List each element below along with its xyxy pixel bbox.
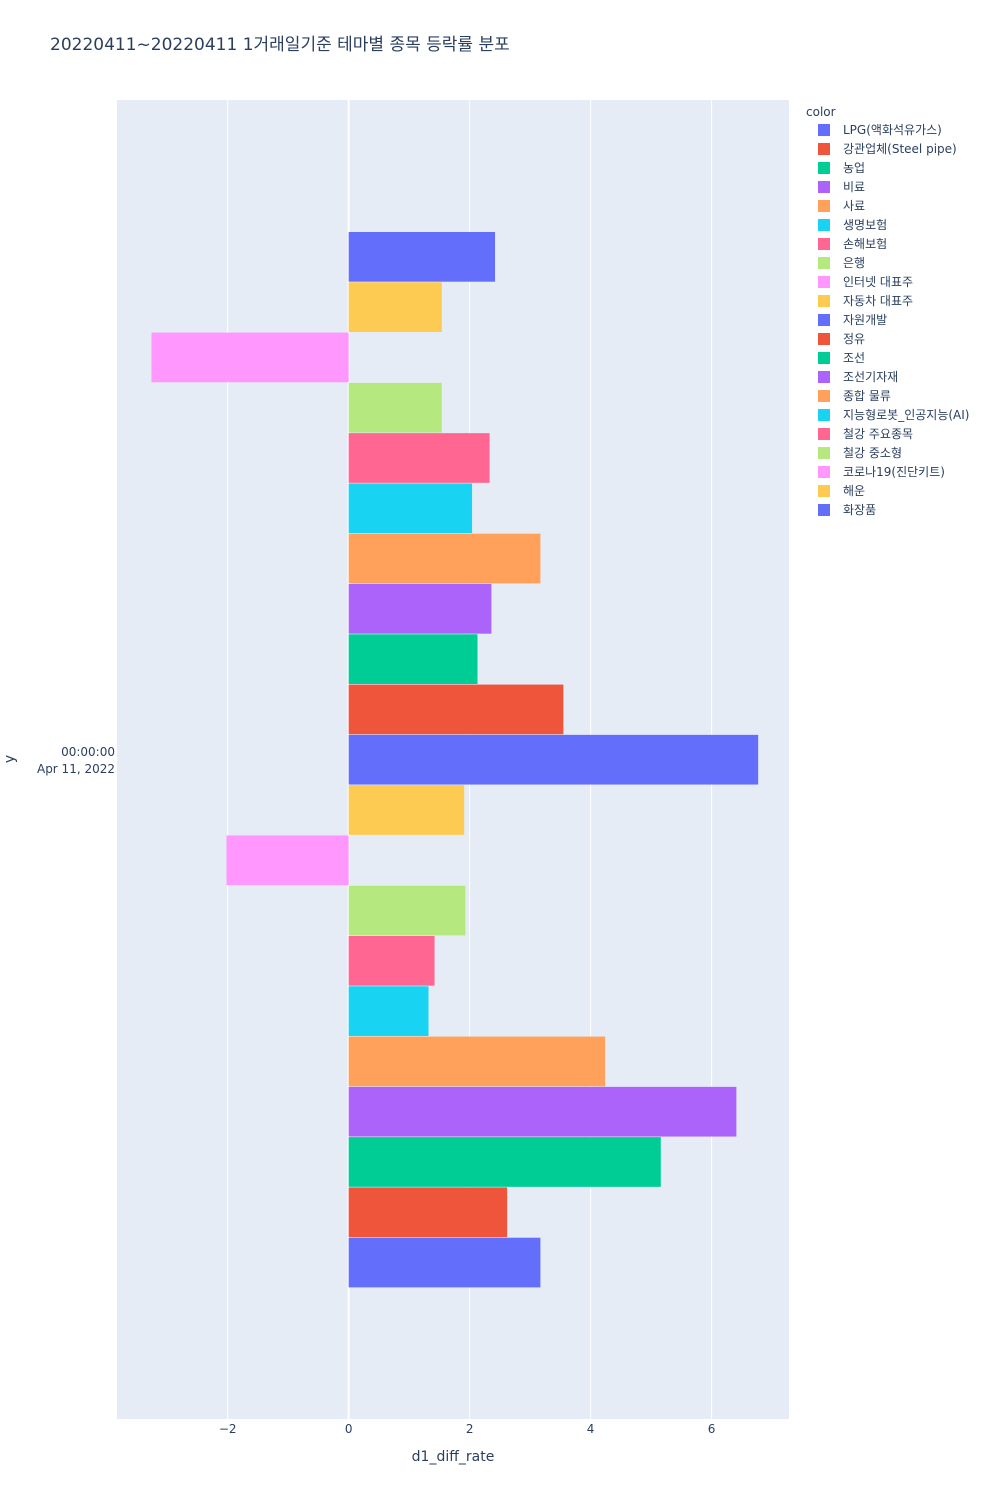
legend-label: 지능형로봇_인공지능(AI) (843, 408, 969, 422)
bar[interactable] (348, 483, 473, 534)
bar[interactable] (348, 1187, 508, 1238)
legend-swatch (818, 390, 830, 402)
legend-swatch (818, 257, 830, 269)
bars (151, 232, 759, 1288)
legend-item[interactable]: 조선기자재 (818, 370, 898, 384)
legend-item[interactable]: 비료 (818, 180, 865, 194)
legend-swatch (818, 276, 830, 288)
bar[interactable] (348, 785, 465, 835)
bar[interactable] (348, 533, 541, 584)
legend-swatch (818, 162, 830, 174)
legend-label: 조선 (843, 351, 865, 365)
legend-swatch (818, 295, 830, 307)
x-tick-label: −2 (219, 1422, 237, 1436)
legend-label: 종합 물류 (843, 389, 891, 403)
legend-item[interactable]: 생명보험 (818, 218, 887, 232)
legend-label: 자원개발 (843, 313, 887, 327)
legend-item[interactable]: 인터넷 대표주 (818, 275, 913, 289)
bar[interactable] (348, 734, 759, 785)
legend-swatch (818, 143, 830, 155)
bar[interactable] (348, 382, 442, 433)
legend-item[interactable]: 강관업체(Steel pipe) (818, 142, 957, 156)
legend-item[interactable]: 은행 (818, 255, 865, 270)
legend-swatch (818, 181, 830, 193)
legend-item[interactable]: 정유 (818, 332, 865, 346)
legend-label: 사료 (843, 199, 865, 213)
legend-item[interactable]: 농업 (818, 161, 865, 175)
legend-label: LPG(액화석유가스) (843, 123, 942, 137)
legend-swatch (818, 352, 830, 364)
legend-label: 생명보험 (843, 218, 887, 232)
legend-item[interactable]: 화장품 (818, 503, 876, 517)
y-tick-label-date: Apr 11, 2022 (37, 762, 115, 776)
legend-swatch (818, 466, 830, 478)
legend-title: color (806, 105, 836, 119)
legend-swatch (818, 409, 830, 421)
legend-item[interactable]: 손해보험 (818, 237, 887, 251)
legend[interactable]: LPG(액화석유가스) 강관업체(Steel pipe) 농업비료사료생명보험손해보… (818, 123, 969, 517)
bar[interactable] (226, 835, 349, 886)
bar[interactable] (348, 282, 442, 332)
legend-label: 화장품 (843, 503, 876, 517)
x-axis-title: d1_diff_rate (412, 1449, 495, 1465)
legend-swatch (818, 200, 830, 212)
legend-label: 철강 중소형 (843, 446, 902, 460)
legend-item[interactable]: 조선 (818, 351, 865, 365)
x-tick-label: 0 (345, 1422, 353, 1436)
legend-label: 조선기자재 (843, 370, 898, 384)
legend-swatch (818, 238, 830, 250)
legend-item[interactable]: 자원개발 (818, 313, 887, 327)
bar[interactable] (348, 1137, 661, 1187)
legend-swatch (818, 428, 830, 440)
chart-title: 20220411~20220411 1거래일기준 테마별 종목 등락률 분포 (50, 35, 510, 55)
bar[interactable] (151, 332, 349, 383)
legend-label: 자동차 대표주 (843, 294, 913, 308)
legend-label: 손해보험 (843, 237, 887, 251)
bar[interactable] (348, 885, 466, 936)
bar[interactable] (348, 433, 490, 483)
bar[interactable] (348, 232, 496, 282)
legend-swatch (818, 485, 830, 497)
bar[interactable] (348, 634, 478, 684)
x-axis-ticks: −2 0 2 4 6 (219, 1422, 716, 1436)
bar[interactable] (348, 986, 429, 1036)
legend-swatch (818, 333, 830, 345)
legend-item[interactable]: 철강 중소형 (818, 446, 902, 460)
bar[interactable] (348, 584, 492, 634)
legend-item[interactable]: 철강 주요종목 (818, 427, 913, 441)
legend-label: 인터넷 대표주 (843, 275, 913, 289)
legend-label: 해운 (843, 484, 865, 498)
legend-swatch (818, 504, 830, 516)
y-tick-label-time: 00:00:00 (61, 745, 115, 759)
legend-label: 은행 (843, 255, 865, 270)
legend-label: 정유 (843, 332, 865, 346)
bar[interactable] (348, 684, 564, 735)
y-axis-title: y (2, 755, 18, 763)
bar[interactable] (348, 1086, 737, 1137)
legend-label: 코로나19(진단키트) (843, 465, 945, 479)
legend-swatch (818, 124, 830, 136)
legend-item[interactable]: 지능형로봇_인공지능(AI) (818, 408, 969, 422)
legend-item[interactable]: 해운 (818, 484, 865, 498)
legend-item[interactable]: 자동차 대표주 (818, 294, 913, 308)
legend-label: 강관업체(Steel pipe) (843, 142, 957, 156)
x-tick-label: 4 (587, 1422, 595, 1436)
legend-item[interactable]: 종합 물류 (818, 389, 891, 403)
legend-item[interactable]: 사료 (818, 199, 865, 213)
x-tick-label: 6 (708, 1422, 716, 1436)
legend-swatch (818, 314, 830, 326)
bar[interactable] (348, 1036, 606, 1087)
legend-label: 농업 (843, 161, 865, 175)
x-tick-label: 2 (466, 1422, 474, 1436)
bar[interactable] (348, 1237, 541, 1288)
legend-swatch (818, 219, 830, 231)
legend-item[interactable]: 코로나19(진단키트) (818, 465, 945, 479)
bar[interactable] (348, 936, 435, 986)
legend-item[interactable]: LPG(액화석유가스) (818, 123, 942, 137)
legend-swatch (818, 447, 830, 459)
legend-label: 철강 주요종목 (843, 427, 913, 441)
legend-label: 비료 (843, 180, 865, 194)
legend-swatch (818, 371, 830, 383)
